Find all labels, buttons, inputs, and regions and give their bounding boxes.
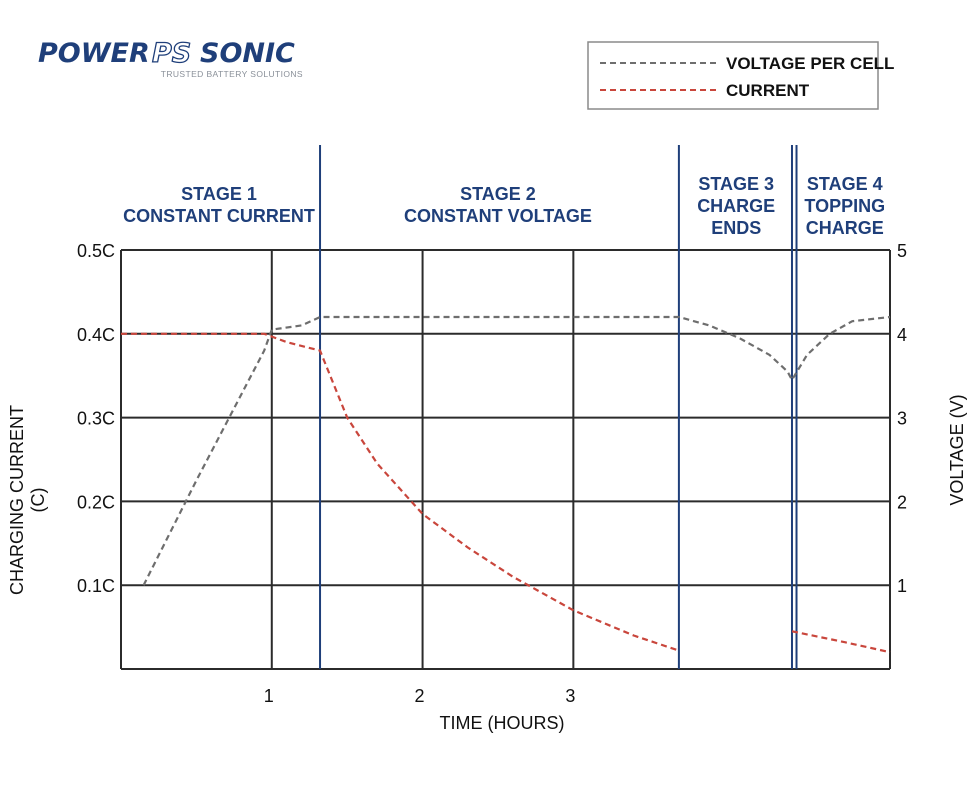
stage-4-title-line: STAGE 4 (807, 174, 883, 194)
x-tick-label: 1 (264, 686, 274, 706)
y-right-tick-label: 1 (897, 576, 907, 596)
logo-word-sonic: SONIC (200, 38, 295, 69)
stage-1-title-line: CONSTANT CURRENT (123, 206, 315, 226)
y-axis-right-title: VOLTAGE (V) (947, 394, 967, 505)
y-left-tick-label: 0.4C (77, 325, 115, 345)
legend-label-voltage: VOLTAGE PER CELL (726, 54, 894, 73)
logo-word-power: POWER (38, 38, 150, 69)
x-axis-title: TIME (HOURS) (440, 713, 565, 733)
y-right-tick-label: 5 (897, 241, 907, 261)
y-right-tick-label: 3 (897, 409, 907, 429)
y-left-tick-label: 0.5C (77, 241, 115, 261)
x-tick-label: 2 (415, 686, 425, 706)
y-left-tick-label: 0.2C (77, 492, 115, 512)
y-axis-left-title: CHARGING CURRENT (C) (7, 405, 48, 595)
current-series-line (791, 630, 891, 654)
y-right-tick-label: 4 (897, 325, 907, 345)
stage-2-title-line: CONSTANT VOLTAGE (404, 206, 592, 226)
stage-2-title-line: STAGE 2 (460, 184, 536, 204)
legend: VOLTAGE PER CELL CURRENT (587, 41, 894, 110)
y-axis-left-title-line-2: (C) (28, 488, 48, 513)
stage-4-title-line: CHARGE (806, 218, 884, 238)
stage-4-title-line: TOPPING (804, 196, 885, 216)
x-tick-label: 3 (565, 686, 575, 706)
y-left-tick-label: 0.3C (77, 409, 115, 429)
stage-1-title-line: STAGE 1 (181, 184, 257, 204)
legend-label-current: CURRENT (726, 81, 810, 100)
current-series-line (121, 332, 680, 652)
y-right-tick-label: 2 (897, 492, 907, 512)
voltage-series-line (142, 315, 891, 586)
legend-box (587, 41, 879, 110)
power-sonic-logo: POWER PS SONIC TRUSTED BATTERY SOLUTIONS (38, 37, 303, 79)
stage-3-title-line: ENDS (711, 218, 761, 238)
logo-tagline: TRUSTED BATTERY SOLUTIONS (161, 69, 303, 79)
stage-3-title-line: STAGE 3 (698, 174, 774, 194)
stage-3-title-line: CHARGE (697, 196, 775, 216)
y-axis-right-title-wrap: VOLTAGE (V) (947, 394, 967, 505)
y-left-tick-label: 0.1C (77, 576, 115, 596)
y-axis-left-title-line-1: CHARGING CURRENT (7, 405, 27, 595)
logo-word-ps: PS (152, 38, 191, 69)
